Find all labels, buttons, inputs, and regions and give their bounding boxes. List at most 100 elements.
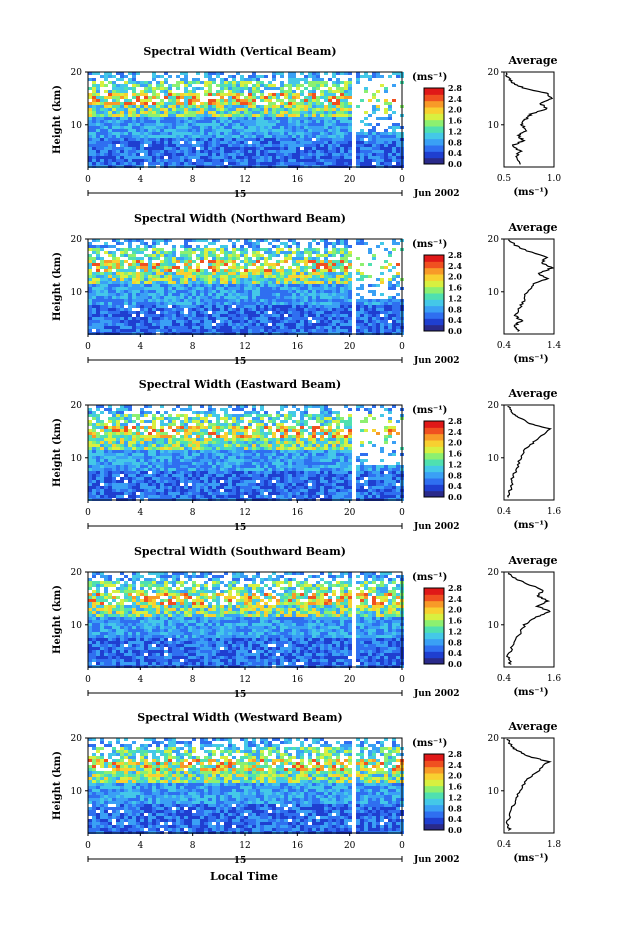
- heatmap-cell: [308, 426, 312, 429]
- heatmap-cell: [188, 141, 192, 144]
- heatmap-cell: [344, 135, 348, 138]
- heatmap-cell: [308, 108, 312, 111]
- heatmap-cell: [136, 272, 140, 275]
- heatmap-cell: [344, 108, 348, 111]
- heatmap-cell: [136, 293, 140, 296]
- heatmap-cell: [152, 323, 156, 326]
- heatmap-cell: [316, 438, 320, 441]
- heatmap-cell: [100, 153, 104, 156]
- heatmap-cell: [160, 138, 164, 141]
- heatmap-cell: [184, 81, 188, 84]
- heatmap-cell: [88, 438, 92, 441]
- heatmap-cell: [104, 242, 108, 245]
- heatmap-cell: [144, 108, 148, 111]
- heatmap-cell: [296, 144, 300, 147]
- heatmap-cell: [120, 93, 124, 96]
- heatmap-cell: [192, 290, 196, 293]
- heatmap-cell: [196, 417, 200, 420]
- heatmap-cell: [192, 284, 196, 287]
- heatmap-cell: [108, 72, 112, 75]
- heatmap-cell: [228, 302, 232, 305]
- heatmap-cell: [120, 251, 124, 254]
- heatmap-cell: [168, 435, 172, 438]
- x-tick-label: 0: [85, 175, 91, 185]
- heatmap-cell: [100, 75, 104, 78]
- heatmap-cell: [312, 84, 316, 87]
- heatmap-cell: [216, 275, 220, 278]
- heatmap-cell: [152, 96, 156, 99]
- heatmap-cell: [288, 156, 292, 159]
- heatmap-cell: [296, 320, 300, 323]
- heatmap-cell: [232, 438, 236, 441]
- heatmap-cell: [344, 314, 348, 317]
- heatmap-cell: [116, 281, 120, 284]
- heatmap-cell: [96, 129, 100, 132]
- heatmap-cell: [240, 278, 244, 281]
- heatmap-cell: [208, 108, 212, 111]
- heatmap-cell: [208, 105, 212, 108]
- heatmap-cell: [180, 114, 184, 117]
- x-tick-label: 12: [239, 342, 250, 352]
- heatmap-cell: [260, 257, 264, 260]
- heatmap-cell: [108, 159, 112, 162]
- heatmap-cell: [96, 278, 100, 281]
- heatmap-cell: [348, 90, 352, 93]
- heatmap-cell: [176, 159, 180, 162]
- heatmap-cell: [248, 438, 252, 441]
- heatmap-cell: [108, 296, 112, 299]
- heatmap-cell: [148, 296, 152, 299]
- heatmap-cell: [332, 144, 336, 147]
- heatmap-cell: [188, 441, 192, 444]
- heatmap-cell: [240, 314, 244, 317]
- heatmap-cell: [176, 269, 180, 272]
- heatmap-cell: [340, 135, 344, 138]
- heatmap-cell: [312, 305, 316, 308]
- heatmap-cell: [284, 293, 288, 296]
- heatmap-cell: [180, 302, 184, 305]
- heatmap-cell: [332, 93, 336, 96]
- heatmap-cell: [276, 329, 280, 332]
- heatmap-cell: [248, 281, 252, 284]
- heatmap-cell: [228, 426, 232, 429]
- heatmap-cell: [212, 141, 216, 144]
- heatmap-cell: [384, 320, 388, 323]
- heatmap-cell: [212, 105, 216, 108]
- heatmap-cell: [276, 254, 280, 257]
- heatmap-cell: [308, 75, 312, 78]
- heatmap-cell: [392, 329, 396, 332]
- heatmap-cell: [208, 275, 212, 278]
- heatmap-cell: [284, 302, 288, 305]
- heatmap-cell: [100, 287, 104, 290]
- heatmap-cell: [236, 147, 240, 150]
- heatmap-cell: [148, 278, 152, 281]
- heatmap-cell: [208, 293, 212, 296]
- colorbar-tick-label: 0.4: [448, 148, 462, 158]
- heatmap-cell: [192, 153, 196, 156]
- heatmap-cell: [264, 260, 268, 263]
- heatmap-cell: [324, 305, 328, 308]
- heatmap-cell: [364, 111, 368, 114]
- heatmap-cell: [260, 432, 264, 435]
- heatmap-cell: [184, 420, 188, 423]
- heatmap-cell: [324, 278, 328, 281]
- heatmap-cell: [152, 245, 156, 248]
- heatmap-cell: [244, 159, 248, 162]
- heatmap-cell: [144, 150, 148, 153]
- colorbar-tick-label: 2.0: [448, 105, 462, 115]
- heatmap-cell: [224, 99, 228, 102]
- heatmap-cell: [264, 308, 268, 311]
- heatmap-cell: [220, 162, 224, 165]
- heatmap-cell: [228, 84, 232, 87]
- heatmap-cell: [96, 120, 100, 123]
- heatmap-cell: [300, 90, 304, 93]
- heatmap-cell: [188, 153, 192, 156]
- heatmap-cell: [144, 93, 148, 96]
- heatmap-cell: [256, 296, 260, 299]
- heatmap-cell: [140, 132, 144, 135]
- heatmap-cell: [128, 311, 132, 314]
- heatmap-cell: [224, 299, 228, 302]
- heatmap-cell: [172, 245, 176, 248]
- heatmap-cell: [288, 75, 292, 78]
- heatmap-cell: [180, 278, 184, 281]
- heatmap-cell: [232, 242, 236, 245]
